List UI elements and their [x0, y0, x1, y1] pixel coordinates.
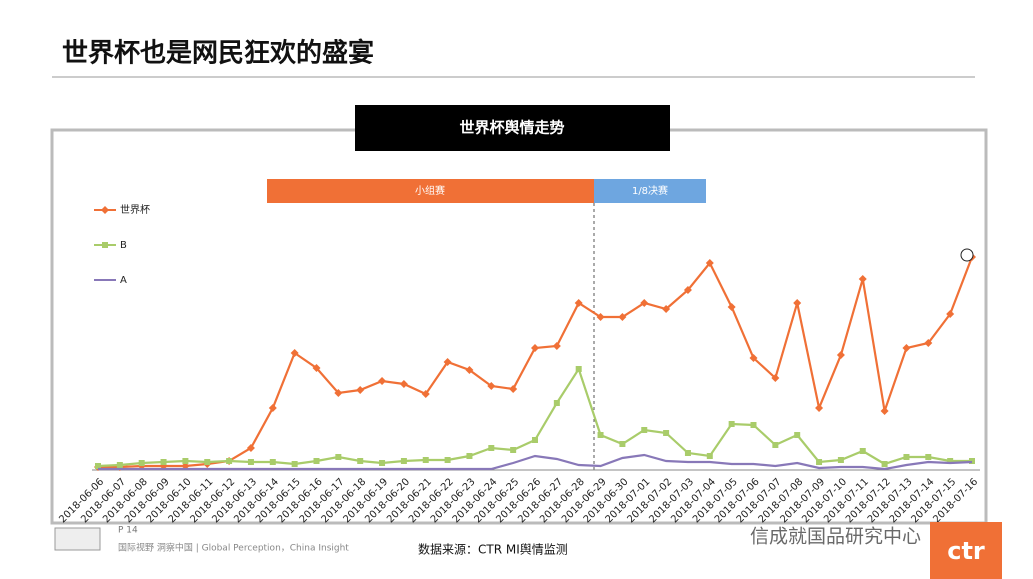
point — [532, 437, 538, 443]
point — [858, 275, 867, 283]
point — [531, 344, 539, 352]
point — [488, 445, 495, 451]
point — [947, 458, 954, 464]
point — [902, 344, 911, 352]
point — [357, 458, 364, 464]
point — [640, 299, 649, 307]
chart-title-box — [355, 105, 670, 151]
data-source: 数据来源：CTR MI舆情监测 — [418, 542, 568, 557]
ctr-logo-text: ctr — [947, 537, 985, 565]
point — [247, 459, 254, 465]
point — [465, 366, 474, 374]
point — [662, 305, 671, 313]
point — [794, 432, 801, 438]
point — [880, 407, 889, 415]
point — [400, 458, 407, 464]
point — [312, 364, 321, 372]
footer-slogan: 国际视野 洞察中国 | Global Perception，China Insi… — [118, 542, 349, 554]
point — [246, 444, 255, 452]
point — [663, 430, 670, 436]
slide-title: 世界杯也是网民狂欢的盛宴 — [62, 38, 374, 69]
point — [291, 461, 298, 467]
point — [574, 299, 583, 307]
point — [95, 463, 101, 469]
legend-label: A — [120, 275, 127, 286]
point — [903, 454, 910, 460]
point — [378, 377, 387, 385]
point — [641, 427, 648, 433]
point — [684, 450, 691, 456]
legend-label: B — [120, 240, 127, 251]
point — [859, 448, 866, 454]
point — [116, 462, 123, 468]
point — [335, 454, 342, 460]
point — [138, 460, 145, 466]
point — [182, 458, 189, 464]
point — [618, 313, 627, 321]
footer-logo — [54, 527, 101, 551]
legend-marker — [102, 242, 108, 248]
point — [552, 342, 561, 350]
phase-bar — [594, 179, 706, 203]
point — [356, 386, 365, 394]
phase-bar — [267, 179, 594, 203]
plot: 2018-06-062018-06-072018-06-082018-06-09… — [57, 203, 980, 525]
legend-label: 世界杯 — [120, 203, 150, 216]
point — [313, 458, 320, 464]
point — [268, 404, 277, 412]
point — [925, 454, 932, 460]
point — [422, 457, 429, 463]
point — [509, 385, 518, 393]
point — [290, 349, 299, 357]
phase-label: 小组赛 — [415, 184, 445, 197]
point — [204, 459, 211, 465]
watermark: 信成就国品研究中心 — [750, 526, 921, 548]
legend-marker — [101, 206, 109, 214]
point — [750, 422, 757, 428]
point — [226, 458, 233, 464]
point — [836, 351, 845, 359]
ball-icon — [960, 248, 974, 262]
point — [443, 358, 452, 366]
point — [575, 366, 582, 372]
point — [683, 286, 692, 294]
point — [466, 453, 473, 459]
point — [969, 458, 975, 464]
point — [705, 259, 714, 267]
point — [793, 299, 802, 307]
point — [510, 447, 517, 453]
point — [771, 374, 780, 382]
point — [334, 389, 343, 397]
point — [816, 459, 823, 465]
point — [619, 441, 626, 447]
point — [269, 459, 276, 465]
point — [946, 310, 955, 318]
point — [815, 404, 824, 412]
ctr-logo — [930, 522, 1002, 579]
point — [160, 459, 167, 465]
point — [597, 432, 604, 438]
point — [881, 461, 888, 467]
point — [399, 380, 408, 388]
point — [553, 400, 560, 406]
point — [728, 421, 735, 427]
point — [749, 354, 758, 362]
point — [596, 313, 605, 321]
series-line — [98, 453, 973, 471]
point — [924, 339, 933, 347]
point — [837, 457, 844, 463]
phase-label: 1/8决赛 — [632, 184, 668, 197]
point — [772, 442, 779, 448]
chart-title: 世界杯舆情走势 — [459, 119, 564, 137]
point — [379, 460, 386, 466]
point — [706, 453, 713, 459]
page-number: P 14 — [118, 526, 138, 536]
point — [487, 382, 496, 390]
point — [444, 457, 451, 463]
point — [421, 390, 430, 398]
point — [727, 303, 736, 311]
